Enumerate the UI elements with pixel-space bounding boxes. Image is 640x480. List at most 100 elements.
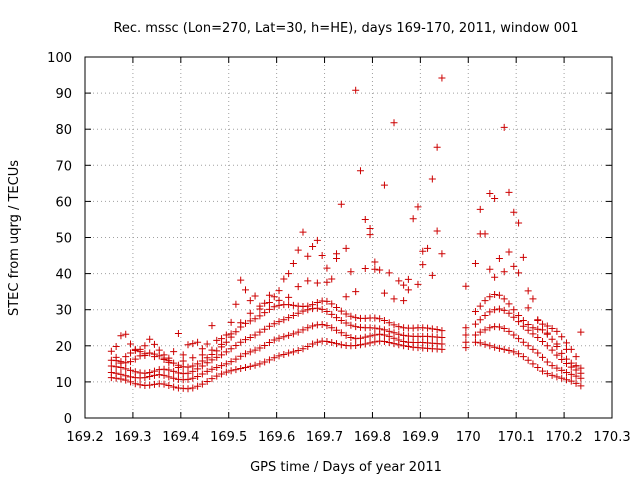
data-point: [237, 319, 245, 327]
data-point: [505, 300, 513, 308]
data-point: [270, 293, 278, 301]
data-point: [323, 322, 331, 330]
y-tick-label: 20: [55, 340, 72, 355]
data-point: [347, 268, 355, 276]
data-point: [179, 351, 187, 359]
data-point: [136, 348, 144, 356]
data-point: [385, 319, 393, 327]
data-point: [222, 368, 230, 376]
data-point: [261, 358, 269, 366]
data-point: [380, 289, 388, 297]
data-point: [356, 167, 364, 175]
data-point: [376, 325, 384, 333]
data-point: [203, 378, 211, 386]
data-point: [371, 258, 379, 266]
y-tick-label: 50: [55, 232, 72, 247]
data-point: [222, 360, 230, 368]
data-point: [294, 309, 302, 317]
data-point: [409, 215, 417, 223]
data-point: [548, 324, 556, 332]
data-point: [548, 371, 556, 379]
data-point: [241, 319, 249, 327]
data-point: [237, 338, 245, 346]
data-point: [241, 286, 249, 294]
data-point: [534, 317, 542, 325]
data-point: [194, 360, 202, 368]
data-point: [251, 315, 259, 323]
data-point: [539, 367, 547, 375]
data-point: [424, 324, 432, 332]
data-point: [275, 352, 283, 360]
data-point: [122, 365, 130, 373]
data-point: [184, 385, 192, 393]
data-point: [543, 370, 551, 378]
data-point: [529, 330, 537, 338]
data-point: [227, 318, 235, 326]
data-point: [198, 370, 206, 378]
data-point: [174, 330, 182, 338]
data-point: [313, 236, 321, 244]
data-point: [385, 269, 393, 277]
data-point: [246, 297, 254, 305]
data-point: [160, 371, 168, 379]
data-point: [476, 302, 484, 310]
data-point: [261, 309, 269, 317]
data-point: [136, 381, 144, 389]
data-point: [491, 273, 499, 281]
data-point: [232, 300, 240, 308]
data-point: [285, 293, 293, 301]
data-point: [438, 333, 446, 341]
data-point: [438, 340, 446, 348]
data-point: [495, 305, 503, 313]
data-point: [433, 326, 441, 334]
data-point: [471, 259, 479, 267]
data-point: [318, 252, 326, 260]
data-point: [232, 355, 240, 363]
data-point: [390, 119, 398, 127]
data-point: [390, 295, 398, 303]
data-point: [309, 340, 317, 348]
data-point: [304, 302, 312, 310]
data-point: [213, 347, 221, 355]
data-point: [390, 329, 398, 337]
data-point: [539, 320, 547, 328]
data-point: [438, 327, 446, 335]
data-point: [323, 297, 331, 305]
data-point: [189, 354, 197, 362]
data-point: [323, 308, 331, 316]
data-point: [131, 355, 139, 363]
data-point: [280, 350, 288, 358]
data-point: [356, 341, 364, 349]
data-point: [534, 333, 542, 341]
data-point: [380, 326, 388, 334]
data-point: [289, 301, 297, 309]
data-point: [505, 248, 513, 256]
data-point: [318, 305, 326, 313]
data-point: [203, 354, 211, 362]
data-point: [395, 323, 403, 331]
data-point: [328, 339, 336, 347]
data-point: [313, 279, 321, 287]
data-point: [380, 337, 388, 345]
x-tick-label: 170.2: [545, 430, 582, 445]
data-point: [371, 331, 379, 339]
data-point: [251, 361, 259, 369]
data-point: [189, 340, 197, 348]
data-point: [294, 346, 302, 354]
data-point: [198, 357, 206, 365]
data-point: [342, 293, 350, 301]
data-point: [141, 352, 149, 360]
data-point: [352, 314, 360, 322]
data-point: [299, 228, 307, 236]
data-point: [572, 362, 580, 370]
data-point: [270, 303, 278, 311]
data-point: [227, 367, 235, 375]
data-point: [553, 351, 561, 359]
data-point: [318, 321, 326, 329]
data-point: [361, 340, 369, 348]
data-point: [462, 282, 470, 290]
y-tick-label: 30: [55, 304, 72, 319]
data-point: [304, 324, 312, 332]
data-point: [184, 341, 192, 349]
x-tick-label: 169.4: [162, 430, 199, 445]
